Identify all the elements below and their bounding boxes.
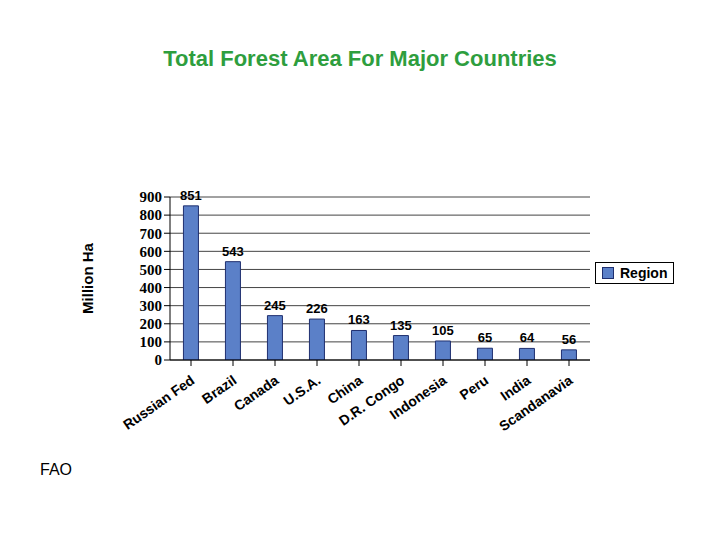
svg-text:D.R. Congo: D.R. Congo xyxy=(335,371,408,429)
svg-text:851: 851 xyxy=(180,188,202,203)
svg-text:Scandanavia: Scandanavia xyxy=(496,372,575,434)
svg-text:64: 64 xyxy=(520,330,535,345)
svg-text:Brazil: Brazil xyxy=(198,371,240,407)
svg-text:105: 105 xyxy=(432,323,454,338)
svg-text:Million Ha: Million Ha xyxy=(79,242,96,313)
svg-text:245: 245 xyxy=(264,298,286,313)
svg-text:100: 100 xyxy=(140,334,163,350)
svg-text:500: 500 xyxy=(140,262,163,278)
svg-text:543: 543 xyxy=(222,244,244,259)
svg-text:135: 135 xyxy=(390,318,412,333)
svg-text:0: 0 xyxy=(155,352,163,368)
svg-text:U.S.A.: U.S.A. xyxy=(280,372,323,409)
svg-text:Canada: Canada xyxy=(231,372,282,414)
html-text:Total Forest Area For Major Co: Total Forest Area For Major Countries xyxy=(163,46,557,71)
svg-text:163: 163 xyxy=(348,312,370,327)
svg-text:400: 400 xyxy=(140,280,163,296)
svg-text:India: India xyxy=(497,371,534,404)
svg-text:56: 56 xyxy=(562,332,576,347)
html-text:FAO: FAO xyxy=(40,461,72,478)
svg-text:Peru: Peru xyxy=(457,372,492,403)
svg-text:900: 900 xyxy=(140,189,163,205)
svg-text:600: 600 xyxy=(140,244,163,260)
svg-text:800: 800 xyxy=(140,207,163,223)
svg-text:200: 200 xyxy=(140,316,163,332)
html-text:Region: Region xyxy=(620,265,668,281)
svg-text:China: China xyxy=(324,371,366,408)
svg-text:Indonesia: Indonesia xyxy=(387,372,450,423)
svg-text:300: 300 xyxy=(140,298,163,314)
svg-text:700: 700 xyxy=(140,226,163,242)
svg-text:226: 226 xyxy=(306,301,328,316)
svg-text:65: 65 xyxy=(478,330,492,345)
svg-text:Russian Fed: Russian Fed xyxy=(120,372,197,433)
